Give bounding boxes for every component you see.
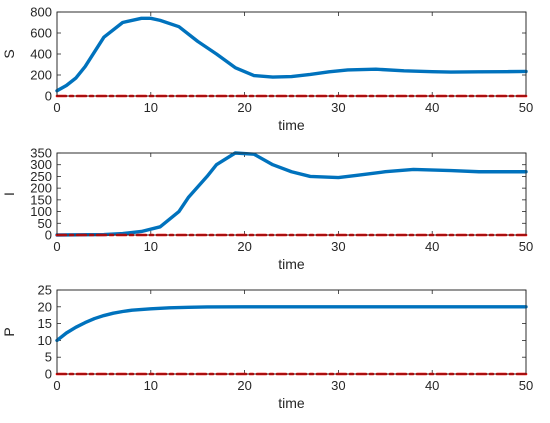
x-tick-label: 0 [53,378,60,393]
x-tick-label: 30 [331,378,345,393]
y-tick-label: 20 [38,299,52,314]
x-tick-label: 10 [144,100,158,115]
y-tick-label: 150 [30,192,52,207]
y-tick-label: 800 [30,5,52,20]
y-tick-label: 100 [30,204,52,219]
x-tick-label: 20 [237,100,251,115]
y-tick-label: 0 [45,89,52,104]
x-tick-label: 30 [331,100,345,115]
plot-area-p [56,289,527,375]
y-tick-label: 600 [30,26,52,41]
x-tick-label: 50 [519,100,533,115]
y-tick-label: 25 [38,283,52,298]
plot-area-i [56,152,527,236]
x-axis-label-p: time [278,395,305,411]
plot-frame [56,11,527,97]
y-tick-label: 0 [45,228,52,243]
y-axis-label-s: S [1,49,17,58]
plot-frame [56,152,527,236]
y-axis-label-i: I [1,192,17,196]
y-tick-label: 250 [30,169,52,184]
y-tick-label: 50 [38,216,52,231]
y-axis-label-p: P [1,327,17,336]
x-tick-label: 30 [331,239,345,254]
y-tick-label: 200 [30,181,52,196]
y-tick-label: 15 [38,316,52,331]
x-tick-label: 0 [53,239,60,254]
x-tick-label: 50 [519,378,533,393]
y-tick-label: 200 [30,68,52,83]
x-tick-label: 20 [237,378,251,393]
plot-area-s [56,11,527,97]
x-tick-label: 0 [53,100,60,115]
x-axis-label-i: time [278,256,305,272]
x-tick-label: 40 [425,239,439,254]
blue-series-line [55,305,528,343]
y-tick-label: 0 [45,367,52,382]
y-tick-label: 10 [38,333,52,348]
y-tick-label: 350 [30,146,52,161]
x-tick-label: 50 [519,239,533,254]
x-axis-label-s: time [278,117,305,133]
x-tick-label: 10 [144,239,158,254]
x-tick-label: 40 [425,378,439,393]
blue-series-line [55,16,528,93]
y-tick-label: 5 [45,350,52,365]
x-tick-label: 40 [425,100,439,115]
panel-s: 0 10 20 30 40 50 0 200 400 600 800 time S [1,5,533,134]
y-tick-label: 400 [30,47,52,62]
x-tick-label: 20 [237,239,251,254]
plot-frame [56,289,527,375]
blue-series-line [55,151,528,237]
x-tick-label: 10 [144,378,158,393]
y-tick-label: 300 [30,157,52,172]
